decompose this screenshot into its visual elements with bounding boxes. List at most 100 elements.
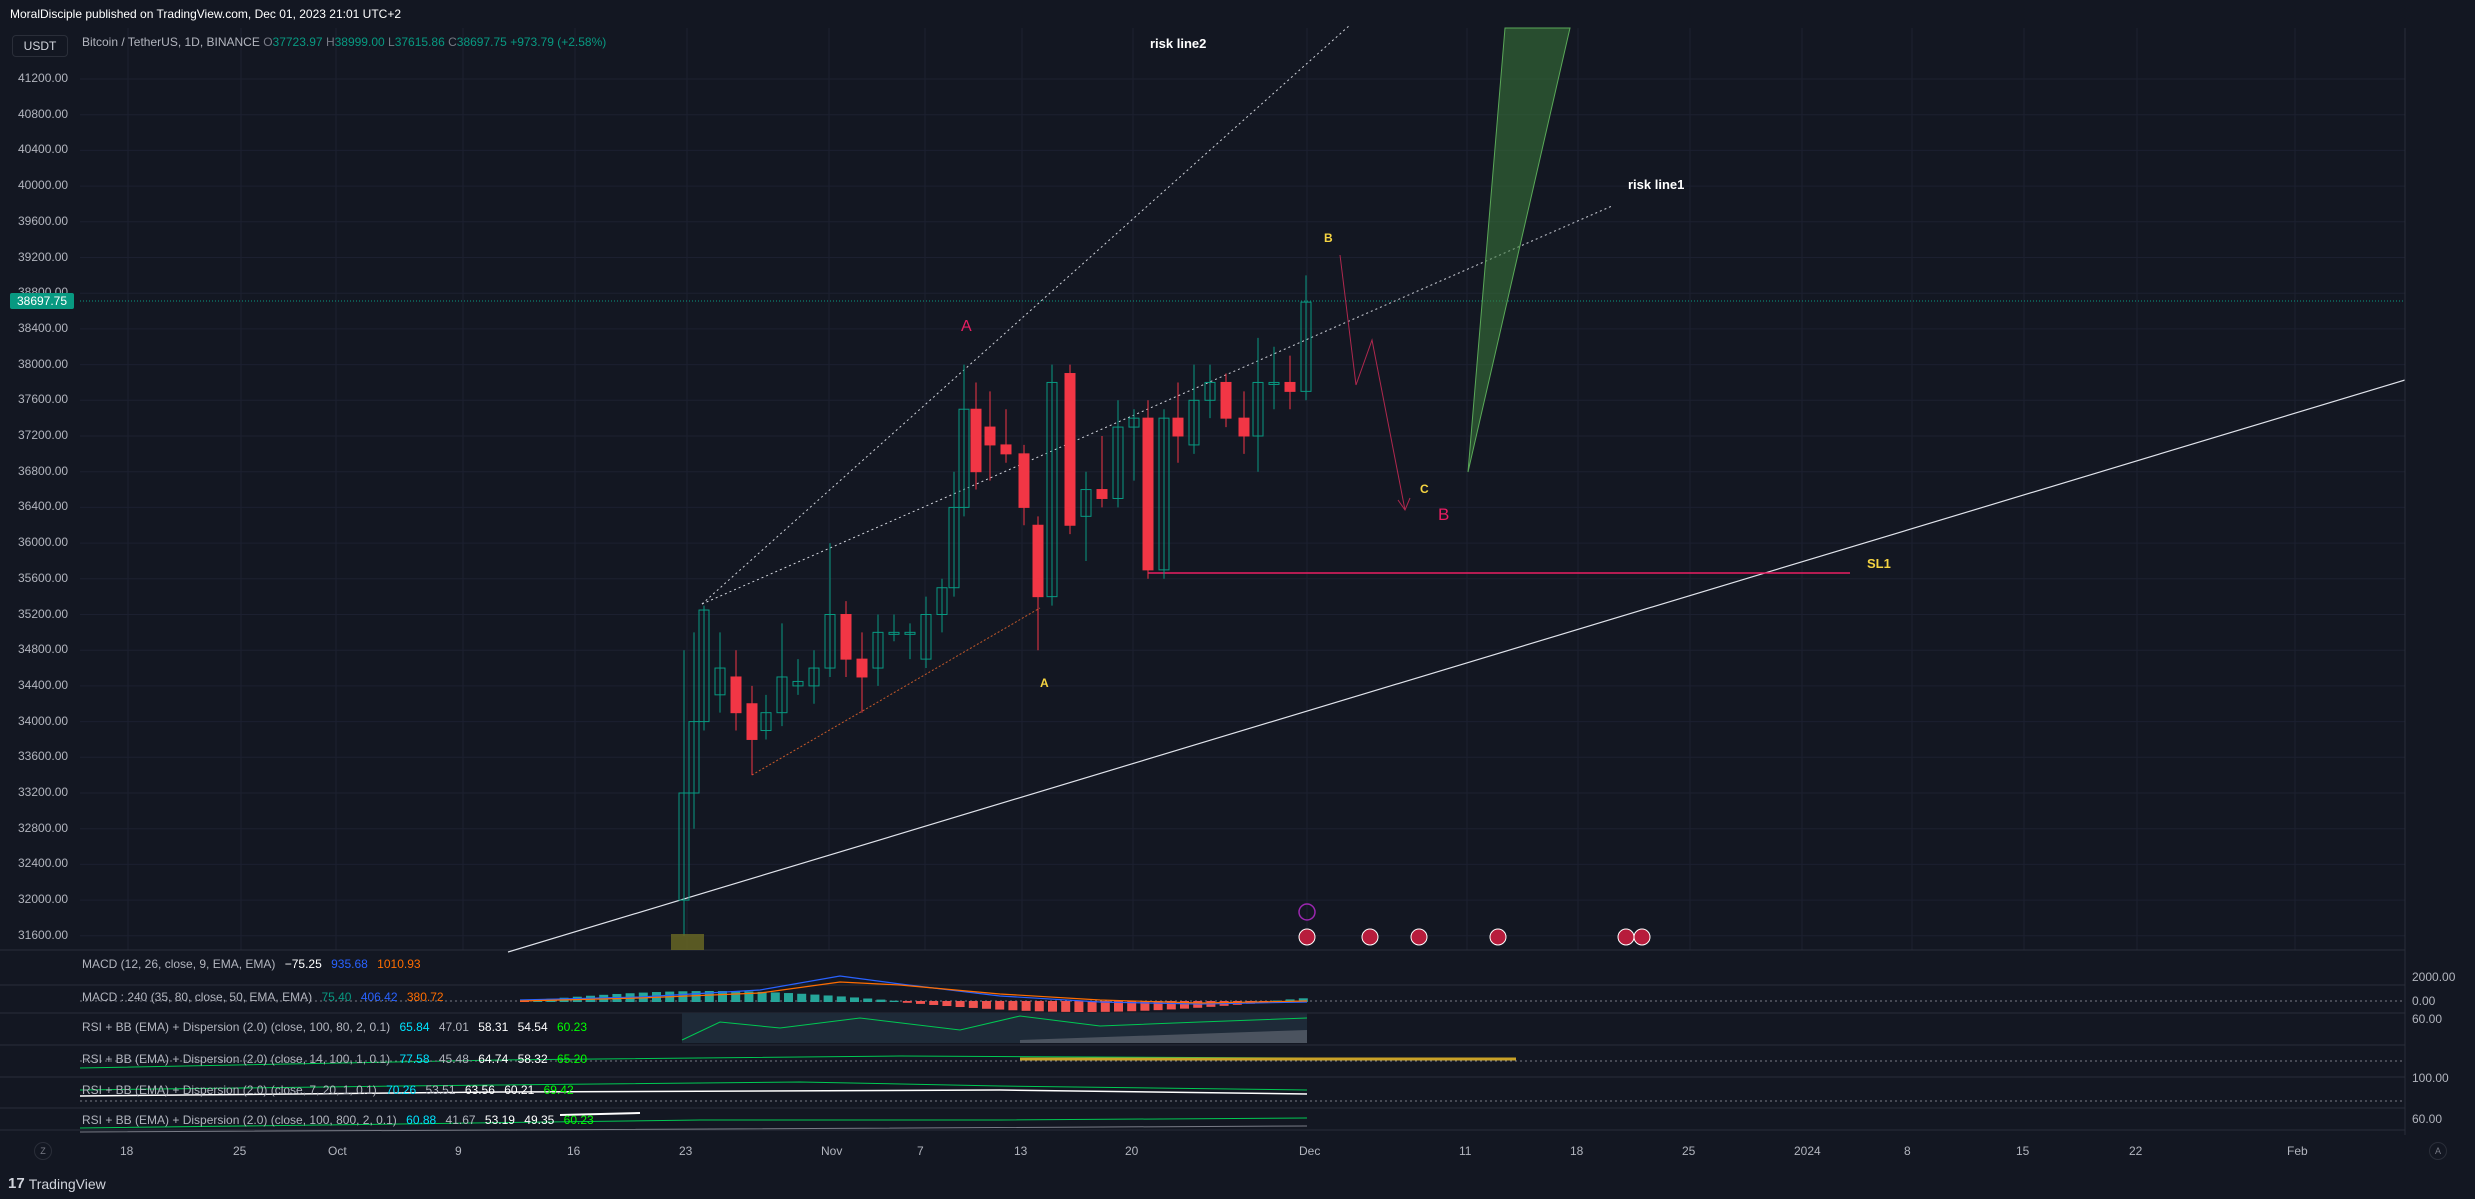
candle-body — [970, 408, 982, 473]
price-axis-label: 40000.00 — [18, 178, 69, 193]
price-axis-label: 41200.00 — [18, 71, 69, 85]
rsi-line — [79, 1055, 1308, 1069]
indicator-title-rsi-2[interactable]: RSI + BB (EMA) + Dispersion (2.0) (close… — [82, 1052, 588, 1066]
zoom-toggle-button[interactable]: Z — [34, 1142, 52, 1160]
indicator-title-rsi-3[interactable]: RSI + BB (EMA) + Dispersion (2.0) (close… — [82, 1083, 574, 1097]
event-flag-icon — [1298, 928, 1316, 946]
macd-histogram-bar — [1127, 1001, 1137, 1012]
candle-body — [1158, 417, 1170, 571]
candle-body — [1300, 301, 1312, 392]
candle-body — [904, 631, 916, 635]
rsi-dispersion-band — [1020, 1030, 1307, 1043]
candle-body — [1128, 417, 1140, 428]
change-value: +973.79 (+2.58%) — [510, 35, 607, 49]
macd-histogram-bar — [929, 1001, 939, 1005]
indicator-title-rsi-1[interactable]: RSI + BB (EMA) + Dispersion (2.0) (close… — [82, 1020, 588, 1034]
macd-histogram-bar — [1153, 1001, 1163, 1011]
candle-body — [698, 609, 710, 723]
macd-histogram-bar — [1021, 1001, 1031, 1011]
current-price-tag: 38697.75 — [10, 293, 74, 309]
price-axis-label: 34800.00 — [18, 642, 69, 657]
macd-signal-line — [519, 981, 1308, 1004]
candle-body — [1096, 489, 1108, 499]
wave-a-pink-label: A — [961, 318, 972, 335]
macd-histogram-bar — [797, 993, 807, 1002]
macd-histogram-bar — [942, 1001, 952, 1007]
candle-body — [792, 680, 804, 687]
macd-histogram-bar — [784, 993, 793, 1002]
time-axis-label: 22 — [2129, 1144, 2143, 1158]
macd-histogram-bar — [1166, 1001, 1176, 1010]
price-axis-label: 40800.00 — [18, 106, 69, 121]
time-axis-label: 2024 — [1794, 1144, 1821, 1158]
time-axis-label: 25 — [233, 1144, 247, 1158]
green-fan-projection — [1467, 27, 1571, 473]
candle-body — [1284, 381, 1296, 392]
macd-histogram-bar — [1034, 1001, 1044, 1012]
macd-histogram-bar — [691, 991, 701, 1002]
indicator-title-macd[interactable]: MACD (12, 26, close, 9, EMA, EMA) −75.25… — [82, 957, 421, 971]
price-axis-label: 36800.00 — [18, 463, 69, 478]
macd-histogram-bar — [1048, 1001, 1057, 1012]
wave-b-yellow-label: B — [1324, 231, 1333, 245]
time-axis-label: Dec — [1299, 1144, 1321, 1158]
macd-histogram-bar — [718, 991, 727, 1002]
high-value: 38999.00 — [334, 35, 385, 49]
macd-histogram-bar — [757, 991, 767, 1002]
candle-body — [678, 792, 690, 901]
rsi-line — [681, 1015, 1308, 1041]
candle-body — [688, 721, 700, 794]
price-axis-label: 36000.00 — [18, 535, 69, 550]
price-axis-label: 36400.00 — [18, 499, 69, 514]
candle-body — [1112, 426, 1124, 499]
wave-b-pink-label: B — [1438, 505, 1450, 524]
time-axis-label: 11 — [1459, 1144, 1472, 1158]
indicator-title-macd-240[interactable]: MACD : 240 (35, 80, close, 50, EMA, EMA)… — [82, 990, 444, 1004]
candle-body — [1252, 381, 1264, 437]
macd-histogram-bar — [1298, 998, 1308, 1002]
risk-line2-label: risk line2 — [1150, 36, 1207, 51]
wave-a-yellow-label: A — [1040, 676, 1049, 690]
risk-line1 — [701, 205, 1613, 605]
candle-body — [920, 614, 932, 660]
macd-histogram-bar — [1180, 1001, 1189, 1009]
time-axis-label: 7 — [917, 1144, 924, 1158]
projection-arrow — [1397, 497, 1411, 512]
rsi-line — [559, 1112, 641, 1116]
tradingview-footer: 17 TradingView — [8, 1175, 106, 1192]
time-axis-label: 13 — [1014, 1144, 1028, 1158]
time-axis-label: 20 — [1125, 1144, 1139, 1158]
candle-body — [936, 587, 948, 615]
candle-body — [746, 703, 758, 740]
price-axis-label: 38000.00 — [18, 356, 69, 371]
macd-histogram-bar — [1100, 1001, 1110, 1012]
candle-body — [824, 614, 836, 669]
rsi-line — [79, 1117, 1308, 1129]
macd-histogram-bar — [1140, 1001, 1150, 1011]
price-axis-label: 32400.00 — [18, 856, 69, 871]
macd-histogram-bar — [995, 1001, 1005, 1010]
orange-channel-line — [751, 607, 1041, 776]
macd-histogram-bar — [823, 995, 833, 1002]
time-axis-label: Oct — [328, 1144, 347, 1158]
price-axis-label: 35200.00 — [18, 606, 69, 621]
time-axis-label: Nov — [821, 1144, 843, 1158]
macd-line — [519, 975, 1308, 1005]
candle-body — [1046, 381, 1058, 598]
price-axis-label: 35600.00 — [18, 570, 69, 585]
open-label: O — [263, 35, 273, 49]
currency-button[interactable]: USDT — [12, 35, 68, 57]
price-axis-label: 34400.00 — [18, 677, 69, 692]
indicator-title-rsi-4[interactable]: RSI + BB (EMA) + Dispersion (2.0) (close… — [82, 1113, 594, 1127]
event-flag-icon — [1489, 928, 1507, 946]
macd-histogram-bar — [916, 1001, 925, 1004]
macd-histogram-bar — [770, 992, 780, 1002]
time-axis-label: 9 — [455, 1144, 462, 1158]
price-axis-label: 37200.00 — [18, 428, 69, 442]
macd-histogram-bar — [876, 999, 886, 1002]
time-axis-label: 18 — [120, 1144, 134, 1158]
price-axis-label: 39200.00 — [18, 249, 69, 264]
auto-scale-button[interactable]: A — [2429, 1142, 2447, 1160]
macd-histogram-bar — [1008, 1001, 1018, 1011]
